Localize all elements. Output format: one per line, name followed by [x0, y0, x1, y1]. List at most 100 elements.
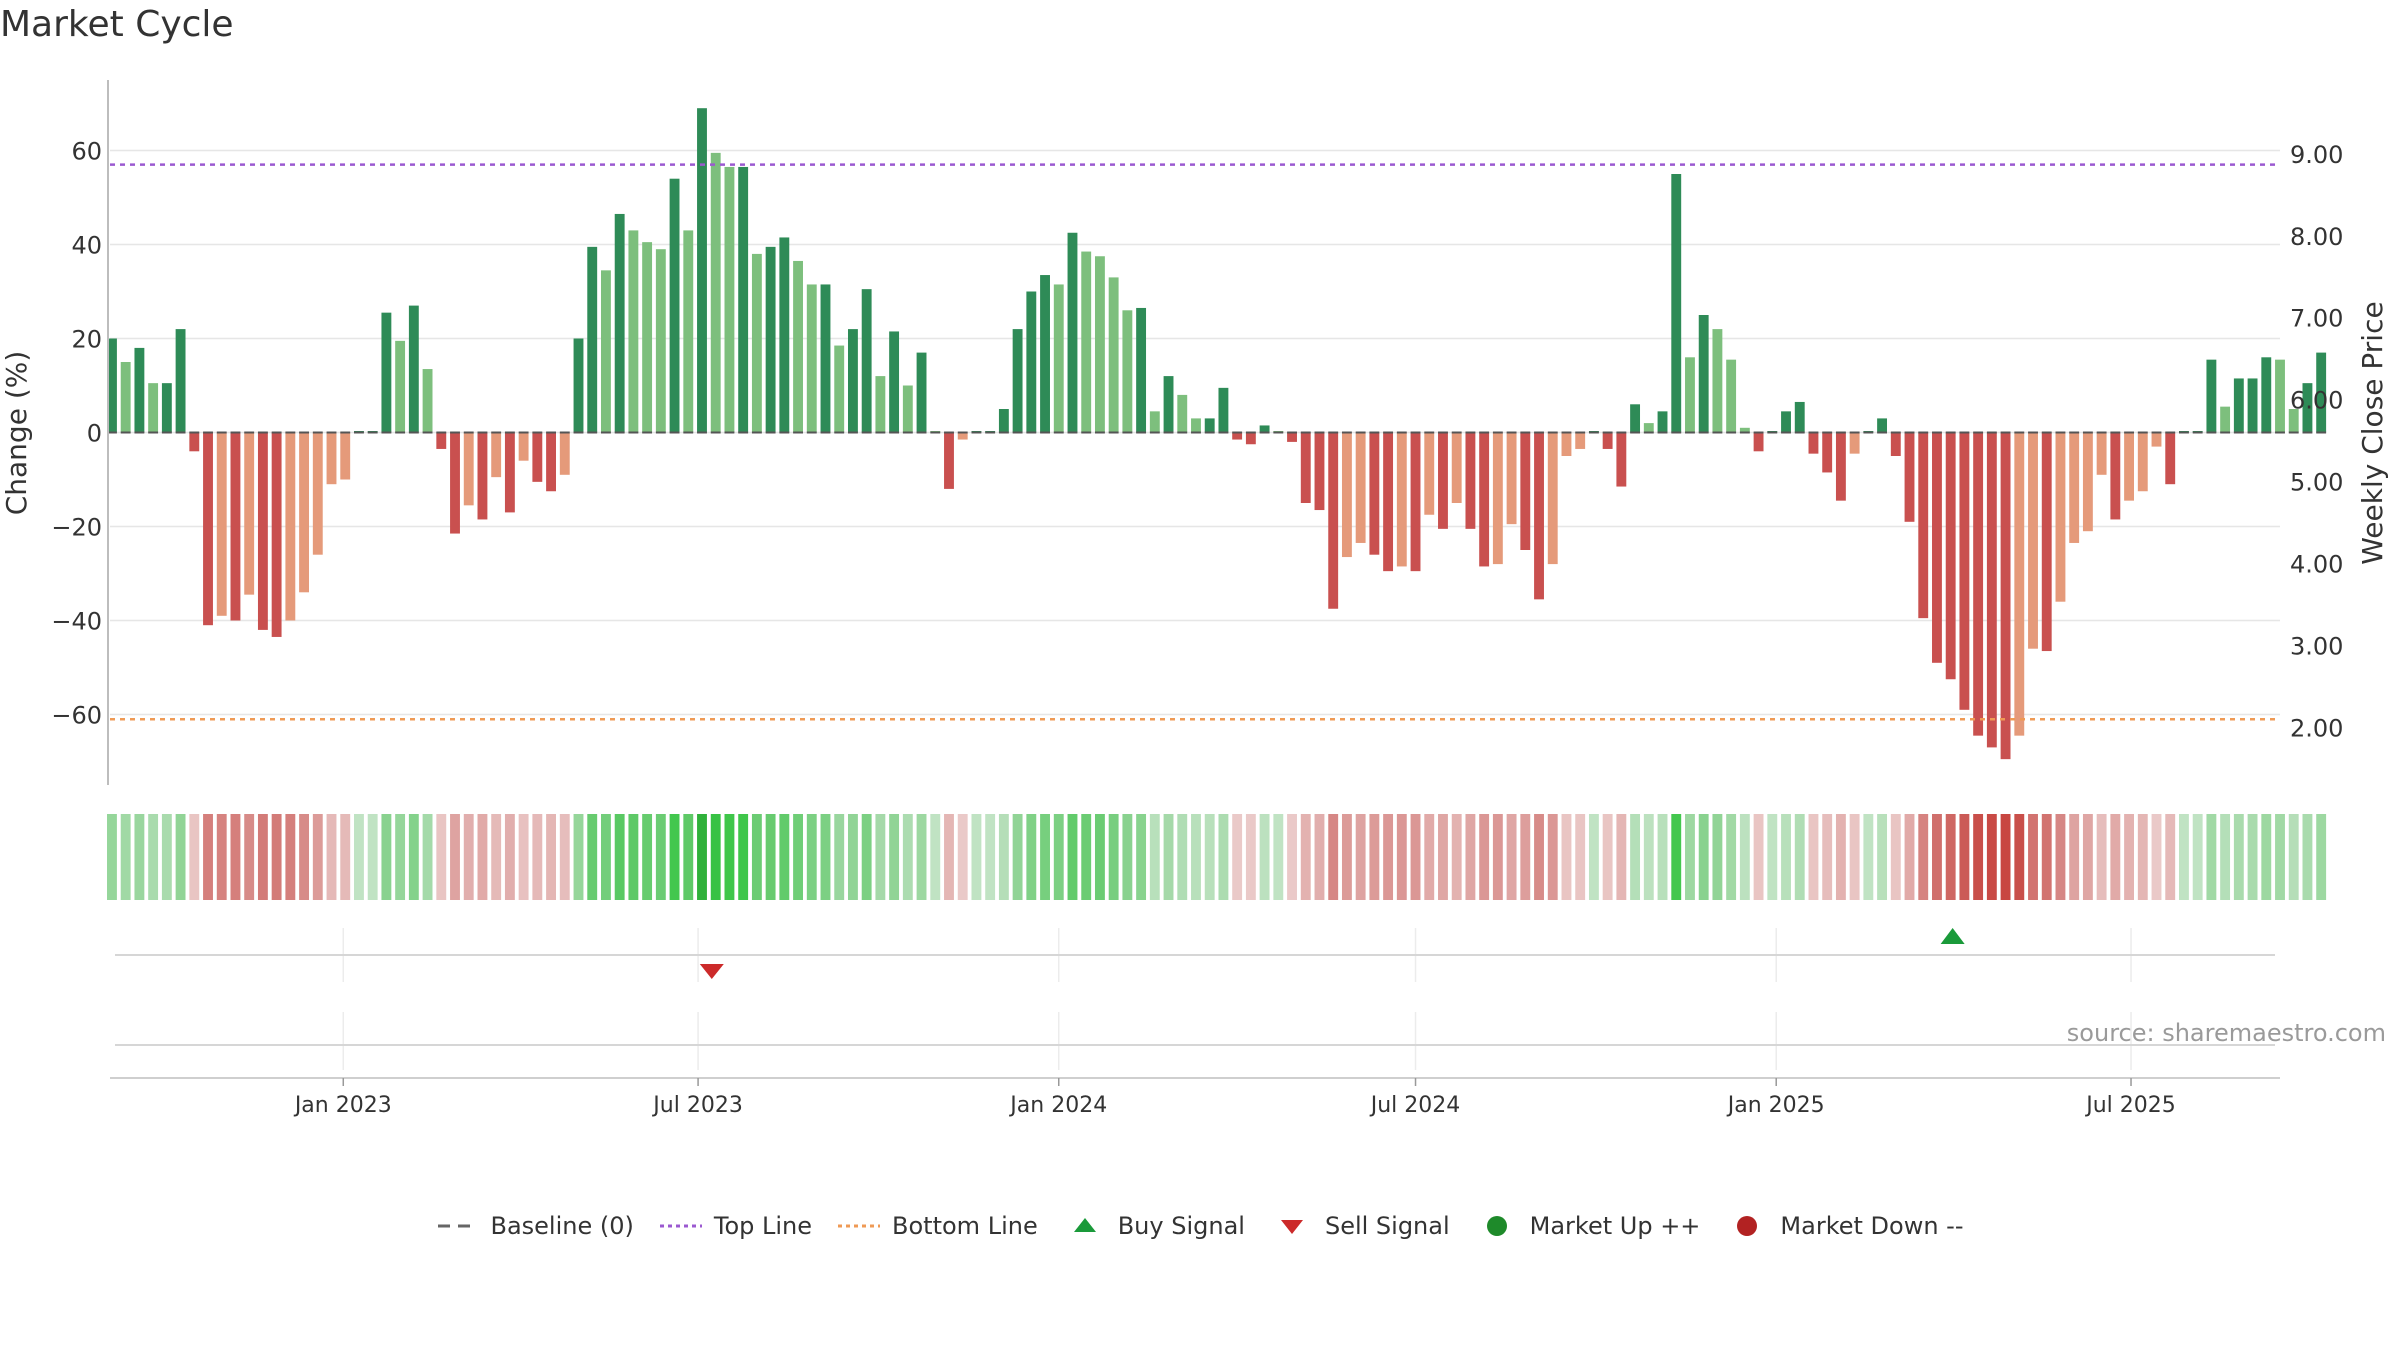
heat-cell — [422, 814, 433, 900]
y2-tick-label: 6.00 — [2290, 387, 2343, 415]
bar — [422, 369, 433, 433]
bar — [738, 166, 749, 433]
heat-cell — [834, 814, 845, 900]
y2-tick-label: 7.00 — [2290, 305, 2343, 333]
bar — [1506, 432, 1517, 525]
bar — [463, 432, 474, 506]
heat-cell — [1918, 814, 1929, 900]
heat-cell — [1012, 814, 1023, 900]
bar — [203, 432, 213, 626]
legend-item-market-down[interactable]: Market Down -- — [1726, 1212, 1964, 1240]
legend-item-baseline[interactable]: Baseline (0) — [436, 1212, 634, 1240]
bar — [2233, 378, 2244, 433]
heat-cell — [724, 814, 735, 900]
heat-cell — [340, 814, 351, 900]
heat-cell — [820, 814, 831, 900]
bar — [1053, 284, 1064, 433]
bar — [2055, 432, 2066, 602]
heat-cell — [1259, 814, 1270, 900]
legend-item-sell-signal[interactable]: Sell Signal — [1271, 1212, 1450, 1240]
legend-item-buy-signal[interactable]: Buy Signal — [1064, 1212, 1245, 1240]
bar — [285, 432, 296, 621]
bar — [1149, 411, 1160, 433]
bar — [2151, 432, 2162, 447]
heat-cell — [1781, 814, 1791, 900]
heat-cell — [1726, 814, 1737, 900]
heat-cell — [1671, 814, 1682, 900]
triangle-up-icon — [1073, 1218, 1096, 1232]
dotted-line-icon — [838, 1224, 881, 1228]
triangle-down-icon — [1280, 1220, 1303, 1234]
heat-cell — [1520, 814, 1531, 900]
legend-label-market-down: Market Down -- — [1780, 1212, 1964, 1240]
heat-cell — [1053, 814, 1064, 900]
heat-cell — [189, 814, 200, 900]
x-tick-label: Jan 2025 — [1726, 1093, 1825, 1118]
y-tick-label: 20 — [71, 326, 102, 354]
bar — [1575, 432, 1586, 449]
buy-signal-marker — [1940, 928, 1965, 944]
bar — [1341, 432, 1352, 558]
bar — [1726, 359, 1737, 433]
legend-item-market-up[interactable]: Market Up ++ — [1476, 1212, 1700, 1240]
bar — [1712, 329, 1723, 433]
heat-cell — [765, 814, 776, 900]
heat-cell — [354, 814, 364, 900]
bar — [655, 249, 666, 433]
heat-cell — [244, 814, 255, 900]
bar — [793, 260, 803, 433]
bar — [1177, 394, 1188, 433]
heat-cell — [2096, 814, 2107, 900]
heat-cell — [1369, 814, 1380, 900]
bar — [1314, 432, 1325, 511]
heat-cell — [1108, 814, 1119, 900]
heat-cell — [2261, 814, 2272, 900]
dotted-line-icon — [659, 1224, 702, 1228]
heat-cell — [642, 814, 653, 900]
heat-cell — [477, 814, 488, 900]
y2-tick-label: 8.00 — [2290, 223, 2343, 251]
legend-label-buy-signal: Buy Signal — [1117, 1212, 1245, 1240]
x-tick-label: Jul 2024 — [1369, 1093, 1461, 1118]
bar — [1657, 411, 1668, 433]
heat-cell — [1986, 814, 1997, 900]
heat-cell — [1341, 814, 1352, 900]
bar — [2302, 383, 2313, 433]
legend-item-top-line[interactable]: Top Line — [659, 1212, 812, 1240]
bar — [1630, 404, 1641, 433]
source-attribution: source: sharemaestro.com — [2066, 1019, 2386, 1047]
bar — [1012, 329, 1023, 433]
bar — [381, 312, 392, 433]
heat-cell — [257, 814, 268, 900]
legend-item-bottom-line[interactable]: Bottom Line — [838, 1212, 1038, 1240]
heat-cell — [532, 814, 543, 900]
heat-cell — [669, 814, 680, 900]
bar — [134, 347, 145, 433]
heat-cell — [408, 814, 419, 900]
bar — [1383, 432, 1394, 572]
legend-label-bottom-line: Bottom Line — [892, 1212, 1038, 1240]
bar — [1794, 401, 1805, 433]
heat-cell — [1451, 814, 1462, 900]
heat-cell — [436, 814, 447, 900]
bar — [916, 352, 927, 433]
bar — [2014, 432, 2025, 736]
bar — [1932, 432, 1942, 663]
heat-cell — [463, 814, 474, 900]
heat-cell — [1685, 814, 1695, 900]
bar — [1739, 427, 1750, 433]
heat-cell — [1794, 814, 1805, 900]
bar — [175, 329, 186, 433]
bar — [861, 289, 872, 433]
heat-cell — [1767, 814, 1778, 900]
bar — [2028, 432, 2038, 649]
heat-cell — [806, 814, 817, 900]
y-tick-label: −60 — [51, 702, 102, 730]
bar — [1973, 432, 1984, 736]
bar — [244, 432, 255, 595]
bar — [2165, 432, 2176, 485]
y-tick-label: −40 — [51, 608, 102, 636]
bar — [1643, 423, 1654, 433]
heat-strip — [107, 814, 2327, 900]
bar — [573, 338, 584, 433]
